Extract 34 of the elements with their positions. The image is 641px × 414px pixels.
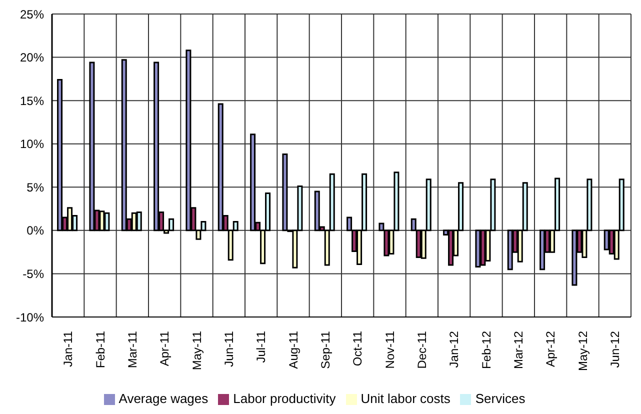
y-tick-label: 10% [20,137,44,152]
x-tick-label: Oct-11 [350,330,365,366]
y-tick-label: -5% [22,266,44,281]
x-tick-label: Sep-11 [318,330,332,369]
y-tick-label: 5% [26,180,44,194]
bar [57,79,63,232]
legend-label: Unit labor costs [360,391,450,406]
y-tick-label: 25% [20,7,44,22]
x-tick-label: May-11 [190,330,204,370]
x-tick-label: Nov-11 [382,330,397,369]
x-tick-label: Apr-12 [544,330,558,368]
x-tick-label: Aug-11 [286,330,300,369]
x-tick-label: Mar-12 [511,330,526,370]
x-tick-label: Apr-11 [158,330,172,366]
x-tick-label: Jul-11 [254,330,268,363]
y-tick-label: 15% [20,94,44,108]
y-tick-label: -10% [16,310,44,324]
x-tick-label: Jun-11 [222,330,236,367]
legend-label: Average wages [118,391,208,406]
x-tick-label: Mar-11 [125,330,140,368]
x-tick-label: Jun-12 [608,330,622,368]
bar [540,230,546,270]
x-tick-label: May-12 [576,330,590,372]
x-tick-label: Jan-12 [447,330,462,368]
y-tick-label: 20% [20,50,44,65]
legend-label: Services [475,391,526,406]
legend-label: Labor productivity [233,391,336,406]
x-tick-label: Jan-11 [61,330,76,367]
x-tick-label: Feb-11 [93,330,108,368]
x-tick-label: Feb-12 [479,330,494,370]
y-tick-label: 0% [26,224,44,238]
x-tick-label: Dec-11 [414,330,429,369]
bar [282,153,288,232]
bar [572,230,578,286]
